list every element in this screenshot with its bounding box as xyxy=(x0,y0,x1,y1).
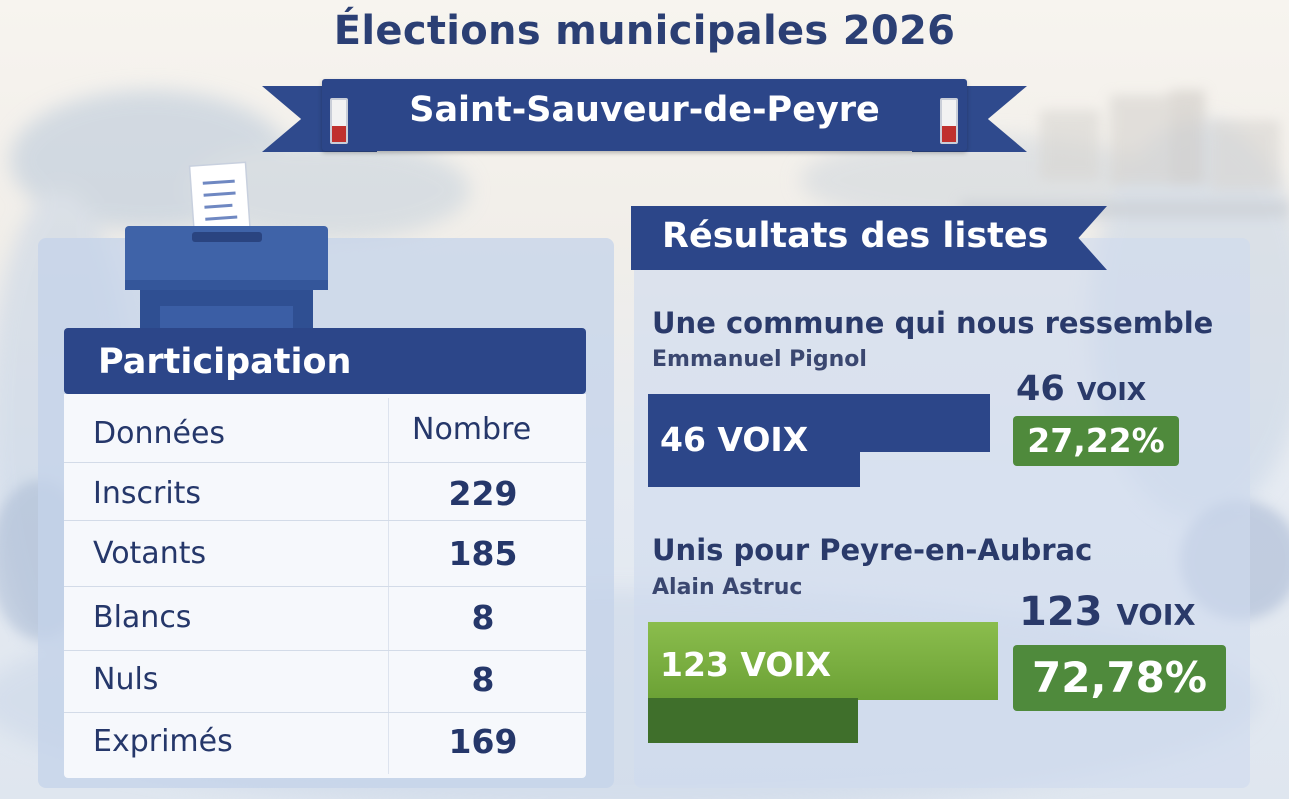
result-bar-share xyxy=(648,698,858,743)
flag-icon xyxy=(940,98,958,144)
row-divider xyxy=(64,650,586,651)
row-label-exprimes: Exprimés xyxy=(93,724,233,759)
percent-badge: 72,78% xyxy=(1013,645,1226,711)
results-header xyxy=(631,206,1107,270)
row-label-nuls: Nuls xyxy=(93,662,159,697)
participation-title: Participation xyxy=(98,342,352,382)
percent-badge: 27,22% xyxy=(1013,416,1179,466)
participation-header xyxy=(64,328,586,394)
ballot-box-icon xyxy=(125,161,328,332)
row-value-blancs: 8 xyxy=(471,598,495,637)
bar-label: 46 VOIX xyxy=(660,420,809,459)
row-value-exprimes: 169 xyxy=(448,722,518,761)
vote-count: 123 VOIX xyxy=(1019,589,1196,635)
commune-banner xyxy=(322,79,967,151)
result-bar xyxy=(648,394,990,452)
row-label-blancs: Blancs xyxy=(93,600,192,635)
row-divider xyxy=(64,712,586,713)
column-header-label: Données xyxy=(93,416,226,451)
column-header-value: Nombre xyxy=(412,412,532,447)
row-divider xyxy=(64,520,586,521)
row-divider xyxy=(64,586,586,587)
row-label-votants: Votants xyxy=(93,536,207,571)
row-divider xyxy=(64,462,586,463)
row-value-inscrits: 229 xyxy=(448,474,518,513)
bar-label: 123 VOIX xyxy=(660,645,832,684)
list-head: Alain Astruc xyxy=(652,575,803,600)
list-name: Unis pour Peyre-en-Aubrac xyxy=(652,533,1093,567)
results-title: Résultats des listes xyxy=(662,216,1049,256)
result-bar xyxy=(648,622,998,700)
row-value-votants: 185 xyxy=(448,534,518,573)
flag-icon xyxy=(330,98,348,144)
commune-name: Saint-Sauveur-de-Peyre xyxy=(409,90,880,130)
result-bar-share xyxy=(648,450,860,487)
page-title: Élections municipales 2026 xyxy=(333,8,956,54)
vote-count: 46 VOIX xyxy=(1016,369,1147,409)
row-label-inscrits: Inscrits xyxy=(93,476,202,511)
list-head: Emmanuel Pignol xyxy=(652,347,867,372)
row-value-nuls: 8 xyxy=(471,660,495,699)
list-name: Une commune qui nous ressemble xyxy=(652,306,1214,340)
